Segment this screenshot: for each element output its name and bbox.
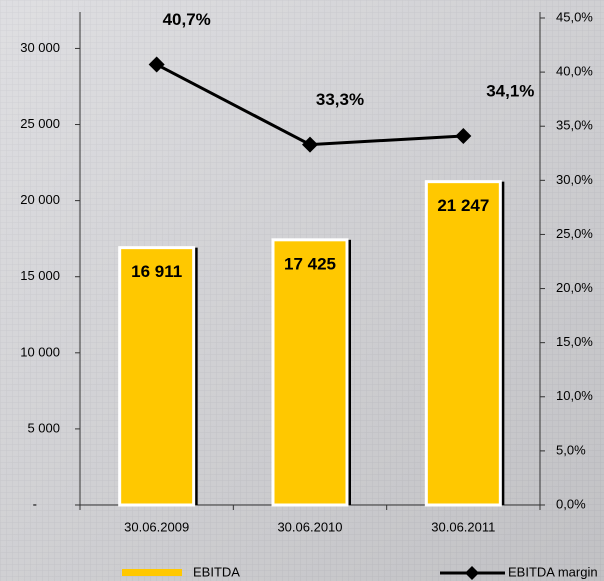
y2-tick-label: 10,0% (556, 388, 593, 403)
bar-value-label: 17 425 (284, 254, 336, 273)
x-tick-label: 30.06.2010 (277, 519, 342, 534)
legend-swatch (122, 569, 182, 576)
legend-marker (465, 566, 479, 580)
y2-tick-label: 35,0% (556, 118, 593, 133)
y2-tick-label: 40,0% (556, 64, 593, 79)
line-marker (302, 136, 318, 153)
bar-value-label: 16 911 (131, 262, 182, 281)
y-tick-label: 30 000 (20, 40, 60, 55)
line-value-label: 34,1% (486, 81, 534, 100)
y-tick-label: 20 000 (20, 192, 60, 207)
line-marker (148, 56, 165, 73)
bar (118, 246, 196, 507)
y2-tick-label: 30,0% (556, 172, 593, 187)
y-tick-label: - (33, 496, 37, 511)
y2-tick-label: 5,0% (556, 442, 586, 457)
y2-tick-label: 25,0% (556, 226, 593, 241)
y2-tick-label: 15,0% (556, 334, 593, 349)
y2-tick-label: 0,0% (556, 496, 586, 511)
y-tick-label: 15 000 (20, 268, 60, 283)
legend-label: EBITDA (193, 564, 240, 579)
line-value-label: 40,7% (163, 10, 211, 29)
y2-tick-label: 20,0% (556, 280, 593, 295)
line-value-label: 33,3% (316, 90, 364, 109)
y-tick-label: 25 000 (20, 116, 60, 131)
x-tick-label: 30.06.2009 (124, 519, 189, 534)
bar-value-label: 21 247 (437, 196, 489, 215)
line-marker (455, 127, 472, 144)
y-tick-label: 10 000 (20, 344, 60, 359)
bar (424, 180, 502, 507)
y-tick-label: 5 000 (27, 420, 60, 435)
bar (271, 238, 349, 507)
legend-label: EBITDA margin (508, 564, 598, 579)
y2-tick-label: 45,0% (556, 9, 593, 24)
legend: EBITDA EBITDA margin (122, 564, 598, 580)
x-tick-label: 30.06.2011 (431, 519, 495, 534)
